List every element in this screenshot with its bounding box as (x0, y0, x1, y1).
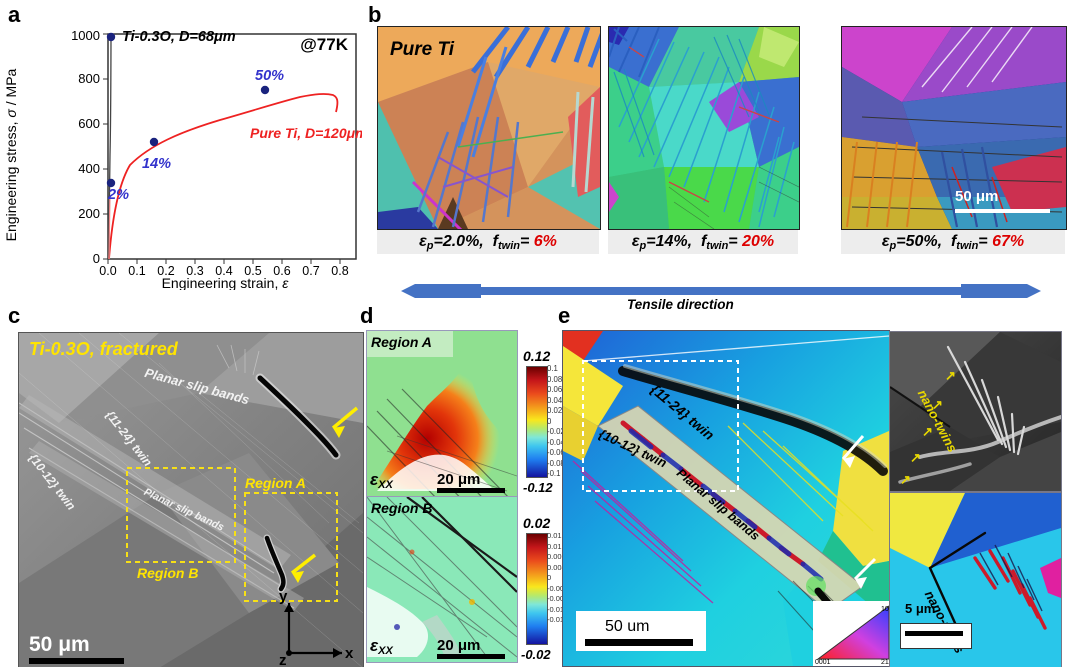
svg-text:2%: 2% (107, 187, 129, 203)
svg-text:800: 800 (78, 71, 100, 86)
svg-text:1000: 1000 (71, 28, 100, 43)
svg-text:400: 400 (78, 161, 100, 176)
svg-text:1010: 1010 (881, 606, 889, 613)
svg-text:0.0: 0.0 (99, 264, 116, 278)
svg-text:y: y (279, 593, 288, 605)
svg-text:14%: 14% (142, 156, 171, 172)
svg-text:Engineering stress, σ / MPa: Engineering stress, σ / MPa (3, 68, 19, 241)
svg-text:z: z (279, 652, 287, 667)
svg-text:Engineering strain, ε: Engineering strain, ε (162, 275, 290, 290)
svg-text:0.8: 0.8 (331, 264, 348, 278)
svg-text:Pure Ti: Pure Ti (390, 39, 455, 60)
svg-text:x: x (345, 645, 354, 662)
svg-text:@77K: @77K (300, 35, 348, 54)
svg-text:600: 600 (78, 116, 100, 131)
svg-text:0001: 0001 (815, 659, 831, 666)
svg-text:0.1: 0.1 (128, 264, 145, 278)
svg-text:50%: 50% (255, 68, 284, 84)
svg-text:Ti-0.3O, D=68μm: Ti-0.3O, D=68μm (122, 29, 236, 45)
svg-text:0.7: 0.7 (302, 264, 319, 278)
svg-text:Pure Ti, D=120μm: Pure Ti, D=120μm (250, 125, 362, 141)
svg-text:200: 200 (78, 206, 100, 221)
